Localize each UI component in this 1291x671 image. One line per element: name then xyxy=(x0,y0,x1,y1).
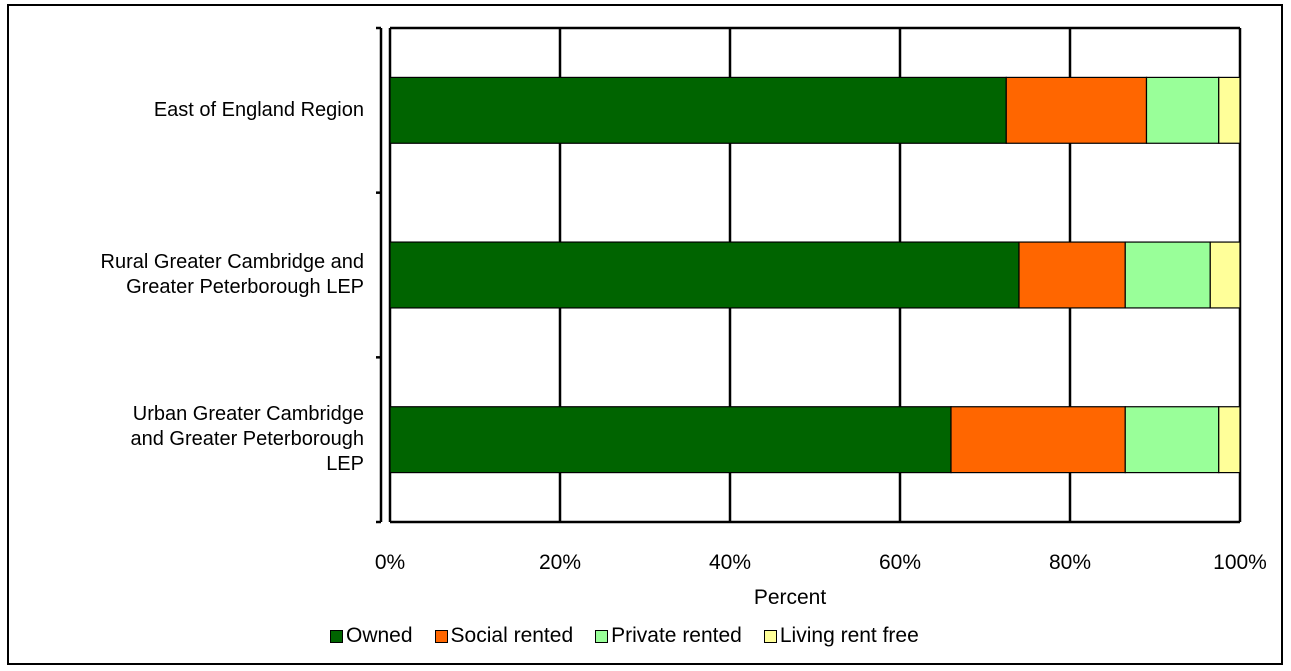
bar-living-rent-free xyxy=(1218,406,1241,474)
legend-item: Living rent free xyxy=(763,624,919,648)
category-label-line: Greater Peterborough LEP xyxy=(126,276,364,298)
legend-item: Social rented xyxy=(434,624,574,648)
x-tick-label: 20% xyxy=(538,551,582,574)
legend-label: Private rented xyxy=(611,624,742,647)
legend-swatch xyxy=(595,629,609,643)
legend-label: Living rent free xyxy=(779,624,919,647)
legend-swatch xyxy=(434,629,448,643)
legend-swatch xyxy=(330,629,343,643)
x-tick-label: 80% xyxy=(1048,551,1092,574)
legend-label: Social rented xyxy=(450,624,574,647)
bar-private-rented xyxy=(1145,76,1220,144)
legend-swatch xyxy=(763,629,777,643)
bar-living-rent-free xyxy=(1218,76,1241,144)
bar-private-rented xyxy=(1124,241,1211,309)
category-label: Rural Greater Cambridge and Greater Peter… xyxy=(34,250,364,300)
bar-owned xyxy=(389,406,952,474)
x-tick-label: 60% xyxy=(878,551,922,574)
bar-owned xyxy=(389,76,1007,144)
bar-social-rented xyxy=(950,406,1126,474)
x-axis-title: Percent xyxy=(753,586,827,609)
x-tick-label: 0% xyxy=(374,551,406,574)
category-label-line: Rural Greater Cambridge and xyxy=(100,251,364,273)
category-label-line: Urban Greater Cambridge xyxy=(132,403,364,426)
legend-item: Private rented xyxy=(595,624,742,648)
bar-social-rented xyxy=(1005,76,1148,144)
legend: Owned Social rented Private rented Living r… xyxy=(330,624,941,648)
bar-social-rented xyxy=(1018,241,1126,309)
category-label: Urban Greater Cambridge and Greater Peter… xyxy=(34,402,365,477)
category-label-line: and Greater Peterborough xyxy=(130,428,365,451)
x-tick-label: 40% xyxy=(708,551,752,574)
category-label: East of England Region xyxy=(34,98,364,123)
bar-living-rent-free xyxy=(1209,241,1241,309)
category-label-line: LEP xyxy=(326,453,364,476)
bar-private-rented xyxy=(1124,406,1220,474)
legend-label: Owned xyxy=(346,624,413,647)
bar-owned xyxy=(389,241,1020,309)
legend-item: Owned xyxy=(330,624,413,648)
category-label-line: East of England Region xyxy=(153,98,364,121)
x-tick-label: 100% xyxy=(1213,551,1267,574)
